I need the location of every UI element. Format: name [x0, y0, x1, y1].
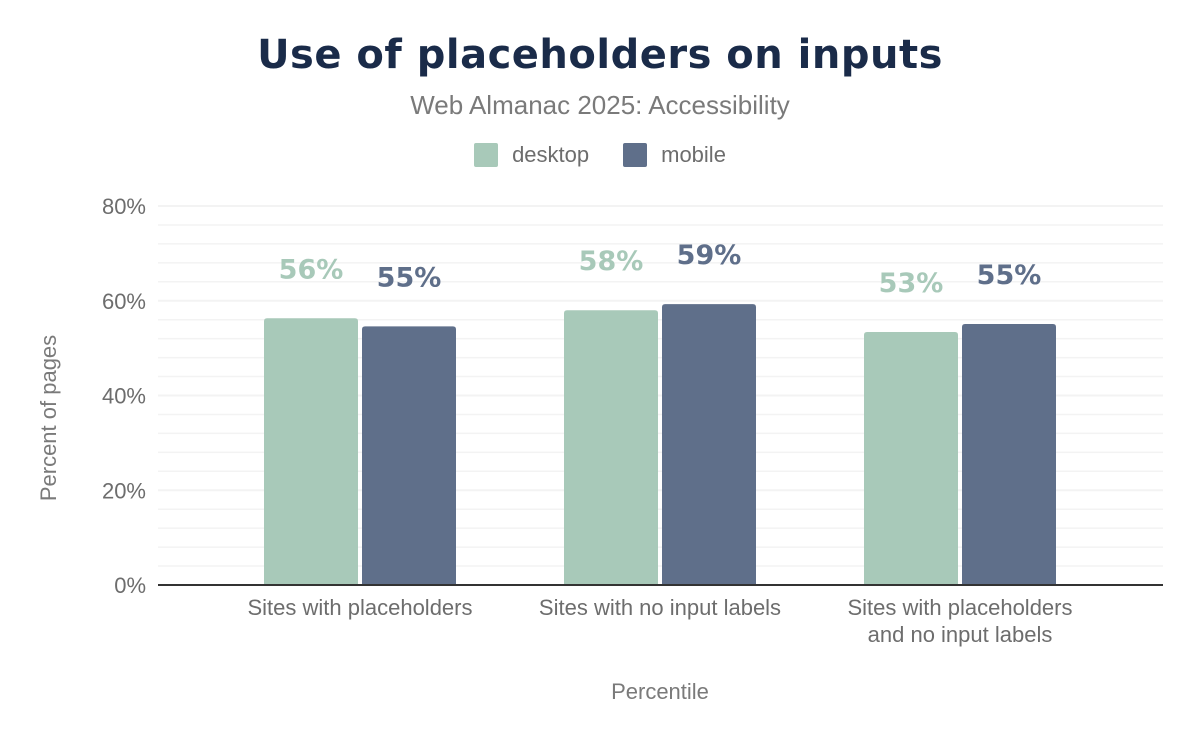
y-tick-label: 80% [102, 194, 146, 219]
data-label-mobile: 55% [977, 260, 1042, 291]
legend-label: desktop [512, 142, 590, 167]
bar-mobile [662, 304, 756, 585]
x-tick-label: Sites with placeholders [847, 595, 1072, 620]
bar-mobile [962, 323, 1056, 585]
bar-desktop [864, 332, 958, 585]
data-label-mobile: 59% [677, 240, 742, 271]
data-label-desktop: 53% [879, 268, 944, 299]
y-tick-label: 20% [102, 478, 146, 503]
data-label-mobile: 55% [377, 262, 442, 293]
y-tick-label: 40% [102, 384, 146, 409]
bar-mobile [362, 326, 456, 585]
legend-swatch-desktop [474, 143, 499, 167]
legend-item-desktop[interactable]: desktop [474, 142, 589, 168]
x-tick-label: Sites with no input labels [539, 595, 781, 620]
chart-subtitle: Web Almanac 2025: Accessibility [410, 90, 790, 120]
legend-label: mobile [661, 142, 726, 167]
y-axis-title: Percent of pages [36, 335, 61, 501]
legend-item-mobile[interactable]: mobile [623, 142, 726, 168]
y-tick-label: 60% [102, 289, 146, 314]
bar-desktop [564, 310, 658, 585]
y-tick-label: 0% [114, 573, 146, 598]
data-label-desktop: 56% [279, 254, 344, 285]
x-tick-label: and no input labels [868, 622, 1053, 647]
x-tick-label: Sites with placeholders [247, 595, 472, 620]
data-label-desktop: 58% [579, 246, 644, 277]
bar-desktop [264, 318, 358, 585]
chart-title: Use of placeholders on inputs [257, 32, 943, 78]
legend: desktop mobile [0, 142, 1200, 168]
x-axis-title: Percentile [611, 679, 709, 704]
legend-swatch-mobile [623, 143, 648, 167]
